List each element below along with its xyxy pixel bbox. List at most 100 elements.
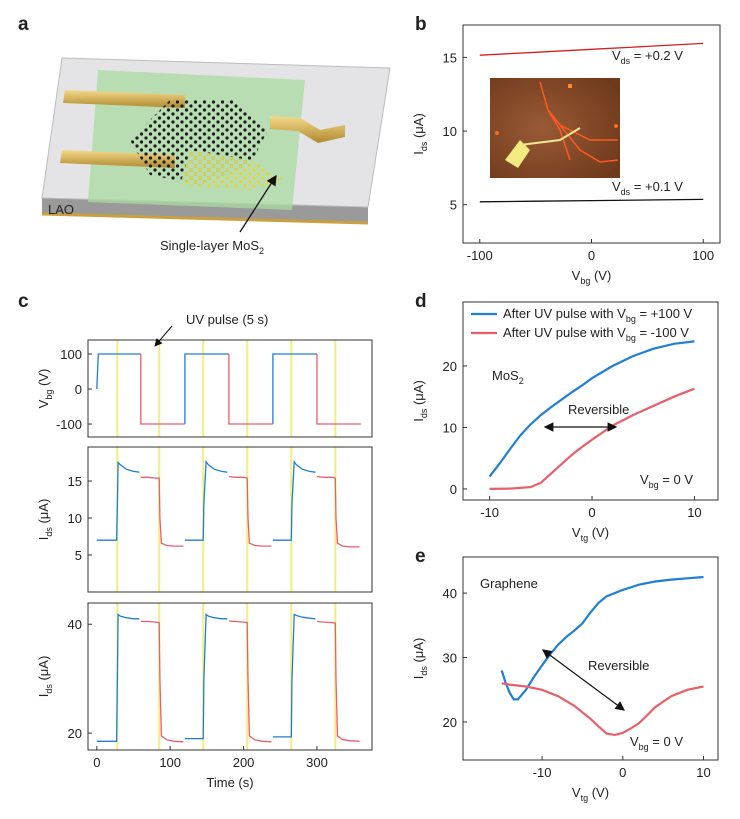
annotation-part: V xyxy=(612,179,621,194)
panel-label: e xyxy=(415,546,426,567)
panel-label: b xyxy=(415,14,427,35)
x-axis-label: Vtg (V) xyxy=(572,785,609,803)
y-tick-label: 100 xyxy=(60,347,82,362)
legend-label-part: After UV pulse with V xyxy=(503,306,626,321)
annotation-part: ds xyxy=(621,187,631,197)
y-tick-label: 15 xyxy=(68,474,82,489)
panel-label: c xyxy=(18,291,29,312)
y-axis-label-part: (V) xyxy=(36,369,51,390)
data-line xyxy=(488,340,695,478)
data-line xyxy=(140,354,361,425)
x-tick-label: 300 xyxy=(306,755,328,770)
data-line xyxy=(489,387,695,490)
y-axis-label-part: ds xyxy=(419,408,429,418)
annotation: Vds = +0.2 V xyxy=(612,48,683,66)
panel-label: d xyxy=(415,291,427,312)
annotation-part: Reversible xyxy=(588,658,649,673)
data-line xyxy=(96,353,317,424)
legend-label: After UV pulse with Vbg = +100 V xyxy=(503,306,693,324)
annotation: Vbg = 0 V xyxy=(630,734,683,752)
x-axis-label-part: bg xyxy=(580,276,590,286)
x-tick-label: 0 xyxy=(619,765,626,780)
annotation-part: = +0.1 V xyxy=(630,179,683,194)
annotation-part: = 0 V xyxy=(659,472,694,487)
x-axis-label-part: tg xyxy=(581,793,589,803)
annotation-part: UV pulse (5 s) xyxy=(186,312,268,327)
x-axis-label: Time (s) xyxy=(206,775,253,790)
plot-frame xyxy=(87,446,373,593)
x-axis-label: Vbg (V) xyxy=(572,268,612,286)
y-axis-label-part: I xyxy=(411,418,426,422)
x-tick-label: -100 xyxy=(467,248,493,263)
y-axis-label-part: I xyxy=(411,676,426,680)
legend-label-part: After UV pulse with V xyxy=(503,325,626,340)
y-tick-label: 30 xyxy=(443,651,457,666)
annotation: Reversible xyxy=(568,402,629,417)
x-tick-label: 0 xyxy=(588,248,595,263)
y-tick-label: 40 xyxy=(443,586,457,601)
annotation-part: ds xyxy=(621,56,631,66)
annotation: Reversible xyxy=(588,658,649,673)
y-axis-label-part: bg xyxy=(44,390,54,400)
annotation-part: = +0.2 V xyxy=(630,48,683,63)
y-tick-label: 0 xyxy=(450,482,457,497)
data-line xyxy=(501,682,704,737)
inset-photo xyxy=(490,78,620,178)
y-axis-label: Ids (μA) xyxy=(411,638,429,680)
material-label-part: 2 xyxy=(259,246,264,256)
y-axis-label: Ids (μA) xyxy=(411,380,429,422)
y-axis-label-part: (μA) xyxy=(36,656,51,684)
legend-label-part: = +100 V xyxy=(636,306,693,321)
device-illustration xyxy=(41,57,391,233)
y-axis-label: Ids (μA) xyxy=(36,656,54,698)
legend-label-part: = -100 V xyxy=(636,325,689,340)
y-axis-label-part: (μA) xyxy=(411,638,426,666)
y-axis-label-part: (μA) xyxy=(411,380,426,408)
y-tick-label: 0 xyxy=(75,382,82,397)
annotation-part: bg xyxy=(639,742,649,752)
y-axis-label-part: ds xyxy=(419,666,429,676)
data-line xyxy=(96,459,316,541)
annotation-part: bg xyxy=(649,480,659,490)
y-tick-label: -100 xyxy=(56,417,82,432)
plot-frame xyxy=(87,339,373,438)
reversible-arrow xyxy=(542,649,625,711)
y-tick-label: 40 xyxy=(68,617,82,632)
annotation-part: Graphene xyxy=(480,576,538,591)
x-tick-label: -10 xyxy=(533,765,552,780)
annotation: MoS2 xyxy=(492,368,524,386)
legend-label: After UV pulse with Vbg = -100 V xyxy=(503,325,689,343)
y-axis-label-part: ds xyxy=(44,684,54,694)
y-axis-label-part: (μA) xyxy=(411,113,426,141)
y-tick-label: 15 xyxy=(443,50,457,65)
y-axis-label-part: I xyxy=(411,151,426,155)
y-tick-label: 5 xyxy=(450,198,457,213)
y-tick-label: 5 xyxy=(75,548,82,563)
legend-label-part: bg xyxy=(626,314,636,324)
y-axis-label: Vbg (V) xyxy=(36,369,54,409)
x-axis-label-part: V xyxy=(572,785,581,800)
x-tick-label: 200 xyxy=(233,755,255,770)
x-axis-label-part: tg xyxy=(581,533,589,543)
y-tick-label: 10 xyxy=(68,511,82,526)
x-axis-label-part: (V) xyxy=(590,268,611,283)
y-axis-label-part: I xyxy=(36,537,51,541)
x-tick-label: -10 xyxy=(480,505,499,520)
y-axis-label-part: V xyxy=(36,399,51,408)
annotation: Graphene xyxy=(480,576,538,591)
x-tick-label: 100 xyxy=(692,248,714,263)
x-axis-label: Vtg (V) xyxy=(572,525,609,543)
annotation-part: Reversible xyxy=(568,402,629,417)
material-label-part: Single-layer MoS xyxy=(160,238,259,253)
annotation-part: V xyxy=(640,472,649,487)
y-axis-label: Ids (μA) xyxy=(411,113,429,155)
plot-frame xyxy=(462,556,719,761)
annotation-part: V xyxy=(612,48,621,63)
y-tick-label: 20 xyxy=(68,726,82,741)
uv-arrow xyxy=(154,325,173,347)
x-tick-label: 10 xyxy=(696,765,710,780)
data-line xyxy=(479,198,704,203)
material-label: Single-layer MoS2 xyxy=(160,238,264,256)
annotation-part: = 0 V xyxy=(649,734,684,749)
